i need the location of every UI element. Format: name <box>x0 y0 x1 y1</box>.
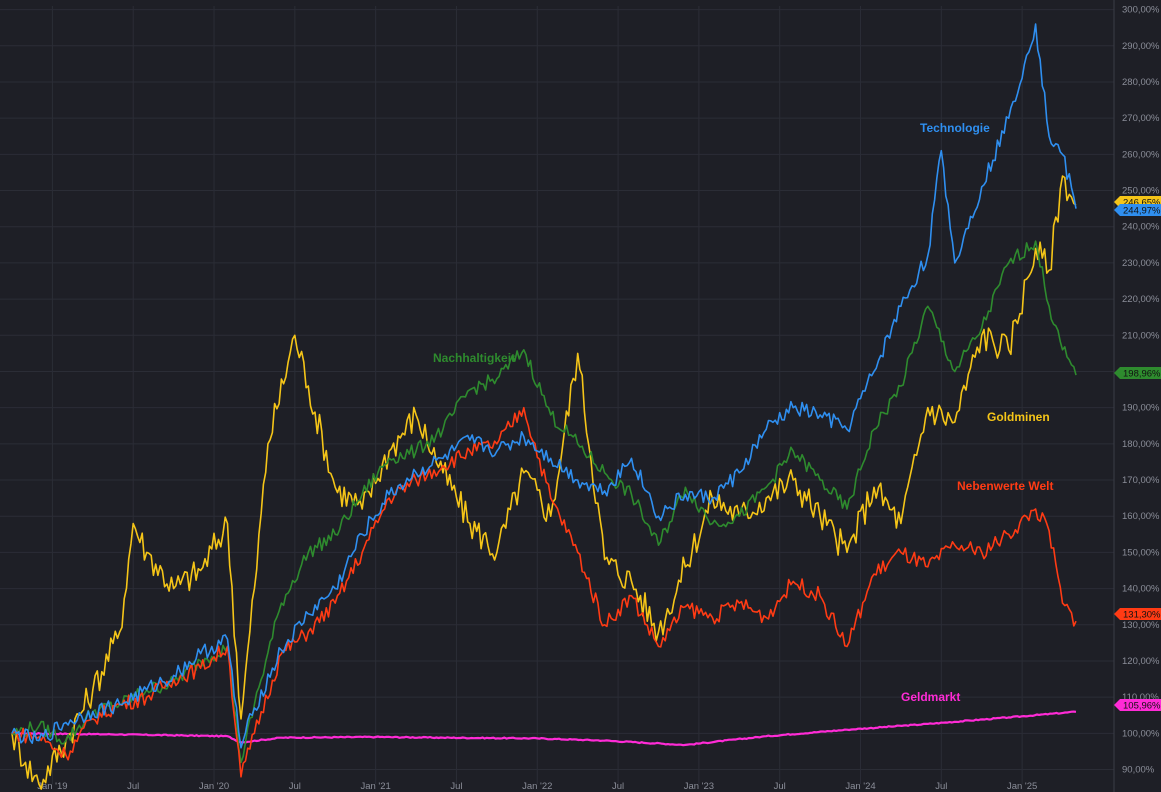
series-line-nachhaltigkeit <box>11 240 1077 764</box>
x-tick-label: Jan '24 <box>845 781 875 792</box>
y-tick-label: 190,00% <box>1122 403 1160 414</box>
y-tick-label: 170,00% <box>1122 475 1160 486</box>
badge-value: 198,96% <box>1123 369 1161 380</box>
x-tick-label: Jul <box>127 781 139 792</box>
x-tick-label: Jan '23 <box>684 781 714 792</box>
badge-shape <box>1114 204 1161 216</box>
y-tick-label: 280,00% <box>1122 77 1160 88</box>
grid <box>0 0 1115 792</box>
y-tick-label: 150,00% <box>1122 547 1160 558</box>
x-tick-label: Jan '21 <box>360 781 390 792</box>
y-tick-label: 130,00% <box>1122 620 1160 631</box>
x-tick-label: Jul <box>450 781 462 792</box>
series-label-goldminen: Goldminen <box>987 410 1050 424</box>
series-label-technologie: Technologie <box>920 121 990 135</box>
y-tick-label: 110,00% <box>1122 692 1159 703</box>
x-tick-label: Jul <box>289 781 301 792</box>
series-line-technologie <box>11 23 1077 749</box>
series-group <box>11 23 1077 790</box>
series-line-goldminen <box>11 175 1077 790</box>
y-tick-label: 230,00% <box>1122 258 1160 269</box>
series-line-geldmarkt <box>11 710 1077 747</box>
badge-shape <box>1114 608 1161 620</box>
series-label-nachhaltigkeit: Nachhaltigkeit <box>433 351 515 365</box>
end-badge-geldmarkt: 105,96% <box>1114 699 1161 712</box>
end-badge-nachhaltigkeit: 198,96% <box>1114 367 1161 380</box>
badge-value: 246,65% <box>1123 198 1161 209</box>
badge-value: 131,30% <box>1123 610 1161 621</box>
y-tick-label: 240,00% <box>1122 222 1160 233</box>
end-badge-technologie: 244,97% <box>1114 204 1161 217</box>
y-tick-label: 120,00% <box>1122 656 1160 667</box>
y-tick-label: 260,00% <box>1122 149 1160 160</box>
x-axis: Jan '19 Jul Jan '20 Jul Jan '21 Jul Jan '22 Jul… <box>37 781 1037 792</box>
y-tick-label: 90,00% <box>1122 765 1155 776</box>
badge-shape <box>1114 367 1161 379</box>
y-tick-label: 300,00% <box>1122 5 1160 16</box>
y-tick-label: 290,00% <box>1122 41 1160 52</box>
series-label-geldmarkt: Geldmarkt <box>901 690 960 704</box>
x-tick-label: Jan '19 <box>37 781 67 792</box>
y-tick-label: 250,00% <box>1122 186 1160 197</box>
y-tick-label: 220,00% <box>1122 294 1160 305</box>
end-badge-nebenwerte-welt: 131,30% <box>1114 608 1161 621</box>
x-tick-label: Jan '25 <box>1007 781 1037 792</box>
x-tick-label: Jul <box>774 781 786 792</box>
badge-value: 244,97% <box>1123 206 1161 217</box>
y-tick-label: 100,00% <box>1122 728 1160 739</box>
y-tick-label: 140,00% <box>1122 584 1160 595</box>
x-tick-label: Jan '22 <box>522 781 552 792</box>
series-line-nebenwerte-welt <box>11 406 1077 778</box>
x-tick-label: Jan '20 <box>199 781 229 792</box>
y-tick-label: 160,00% <box>1122 511 1160 522</box>
badge-value: 105,96% <box>1123 701 1161 712</box>
end-value-badges: 246,65%244,97% 198,96% 131,30% 105,96% <box>1114 196 1161 712</box>
series-labels: Technologie Nachhaltigkeit Goldminen Nebenw… <box>433 121 1053 704</box>
x-tick-label: Jul <box>612 781 624 792</box>
y-tick-label: 180,00% <box>1122 439 1160 450</box>
x-tick-label: Jul <box>935 781 947 792</box>
y-axis: 90,00% 100,00% 110,00% 120,00% 130,00% 140,00… <box>1122 5 1160 776</box>
y-tick-label: 270,00% <box>1122 113 1160 124</box>
series-label-nebenwerte-welt: Nebenwerte Welt <box>957 479 1053 493</box>
y-tick-label: 210,00% <box>1122 330 1160 341</box>
badge-shape <box>1114 699 1161 711</box>
